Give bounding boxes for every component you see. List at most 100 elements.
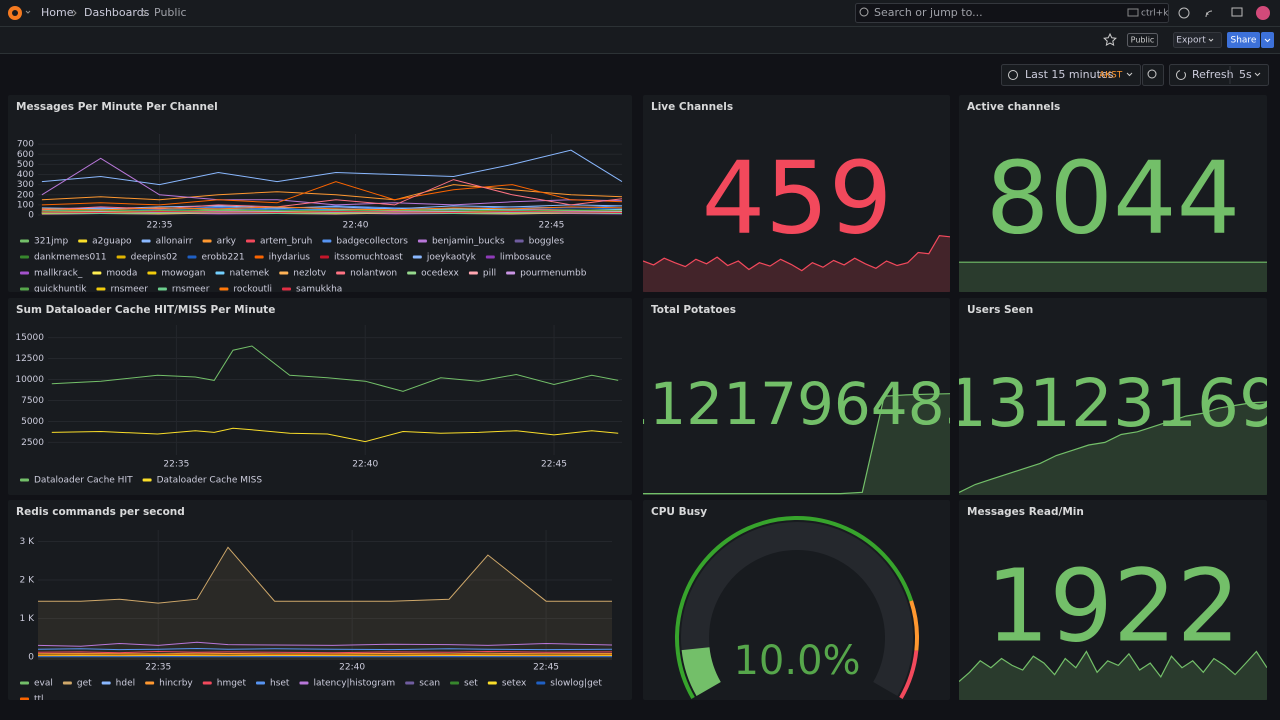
legend-label: ocedexx xyxy=(421,269,459,279)
panel-title: Sum Dataloader Cache HIT/MISS Per Minute xyxy=(16,304,275,316)
breadcrumb[interactable]: Home xyxy=(41,6,74,19)
threshold-band xyxy=(909,600,919,651)
panel-title: Messages Per Minute Per Channel xyxy=(16,101,218,113)
panel: Total Potatoes 1121796485 xyxy=(643,298,950,495)
panel-background xyxy=(959,298,1267,495)
chevron xyxy=(25,10,31,14)
y-tick-label: 2 K xyxy=(20,576,36,586)
series-line xyxy=(41,210,623,214)
legend-label: allonairr xyxy=(156,237,193,247)
series-line xyxy=(41,209,623,212)
panel-title: Total Potatoes xyxy=(651,304,736,316)
panel-background xyxy=(8,298,632,495)
y-tick-label: 10000 xyxy=(15,375,44,385)
legend-swatch xyxy=(116,255,126,259)
legend-swatch xyxy=(20,287,29,291)
share-menu[interactable] xyxy=(1261,32,1274,48)
y-tick-label: 100 xyxy=(17,200,34,210)
legend-swatch xyxy=(417,239,427,243)
legend-swatch xyxy=(187,255,197,259)
breadcrumb[interactable]: Dashboards xyxy=(84,6,150,19)
sparkline xyxy=(959,401,1267,493)
chevron xyxy=(1254,72,1261,77)
series-line xyxy=(41,184,623,201)
legend-label: deepins02 xyxy=(131,253,178,263)
legend-swatch xyxy=(256,681,265,685)
y-tick-label: 200 xyxy=(17,190,34,200)
legend-swatch xyxy=(145,681,155,685)
breadcrumb: Public xyxy=(154,6,187,19)
separator xyxy=(72,9,77,17)
series-line xyxy=(41,206,623,211)
legend-swatch xyxy=(254,255,264,259)
legend-swatch xyxy=(322,239,332,243)
time-picker[interactable] xyxy=(1001,64,1141,86)
y-tick-label: 0 xyxy=(28,652,34,662)
panel: Messages Per Minute Per Channel 010020030… xyxy=(8,95,632,295)
help-icon[interactable] xyxy=(1178,7,1190,19)
legend-label: dankmemes011 xyxy=(34,253,107,263)
news-icon[interactable] xyxy=(1205,10,1213,18)
panel-content: Users Seen 13123169 xyxy=(959,304,1267,495)
panel: Messages Read/Min 1922 xyxy=(959,500,1267,700)
x-tick-label: 22:35 xyxy=(163,460,189,470)
legend-swatch xyxy=(141,239,151,243)
panel: Sum Dataloader Cache HIT/MISS Per Minute… xyxy=(8,298,632,495)
legend-swatch xyxy=(412,255,422,259)
panel-title: Active channels xyxy=(967,101,1060,113)
legend-label: badgecollectors xyxy=(336,237,408,247)
legend-swatch xyxy=(20,255,29,259)
y-tick-label: 400 xyxy=(17,170,34,180)
legend-label: boggles xyxy=(529,237,565,247)
legend-swatch xyxy=(20,697,29,700)
panel: Redis commands per second 0 1 K 2 K 3 K 22:35… xyxy=(8,500,632,700)
export-button[interactable] xyxy=(1173,32,1222,48)
legend-swatch xyxy=(336,271,346,275)
chevron xyxy=(1264,38,1271,43)
legend-label: rnsmeer xyxy=(110,285,148,295)
legend-label: nolantwon xyxy=(350,269,397,279)
avatar[interactable] xyxy=(1256,6,1270,20)
legend-label: 321jmp xyxy=(34,237,68,247)
legend-label: mowogan xyxy=(161,269,205,279)
legend-label: mooda xyxy=(106,269,137,279)
y-tick-label: 300 xyxy=(17,180,34,190)
zoom-out-button[interactable] xyxy=(1142,64,1164,86)
series-line xyxy=(41,149,623,186)
panel-background xyxy=(959,95,1267,292)
search-box[interactable] xyxy=(855,3,1169,23)
separator xyxy=(142,9,147,17)
legend-swatch xyxy=(62,681,72,685)
legend-label: pill xyxy=(483,269,496,279)
logo xyxy=(12,10,18,16)
panel: Users Seen 13123169 xyxy=(959,298,1267,495)
x-tick-label: 22:40 xyxy=(343,221,369,231)
legend-swatch xyxy=(202,239,212,243)
legend-label: benjamin_bucks xyxy=(432,237,505,247)
threshold-band xyxy=(899,650,919,699)
legend-swatch xyxy=(20,271,29,275)
legend-label: hdel xyxy=(116,679,135,689)
legend-label: quickhuntik xyxy=(34,285,87,295)
x-tick-label: 22:45 xyxy=(533,663,559,673)
legend-swatch xyxy=(514,239,524,243)
legend-swatch xyxy=(407,271,417,275)
series-line xyxy=(41,181,623,206)
refresh-picker[interactable] xyxy=(1169,64,1269,86)
series-line xyxy=(41,157,623,206)
public-badge xyxy=(1127,33,1158,47)
legend-swatch xyxy=(142,478,152,482)
sparkline-area xyxy=(959,651,1267,700)
star-icon[interactable] xyxy=(1103,32,1117,47)
legend-swatch xyxy=(20,239,29,243)
x-tick-label: 22:35 xyxy=(147,221,173,231)
share-button[interactable] xyxy=(1227,32,1260,48)
series-area xyxy=(38,547,612,660)
dock-icon[interactable] xyxy=(1231,7,1243,17)
y-tick-label: 1 K xyxy=(20,614,36,624)
sparkline-area xyxy=(643,393,950,495)
panel-title: Messages Read/Min xyxy=(967,506,1084,518)
legend-label: hincrby xyxy=(159,679,193,689)
